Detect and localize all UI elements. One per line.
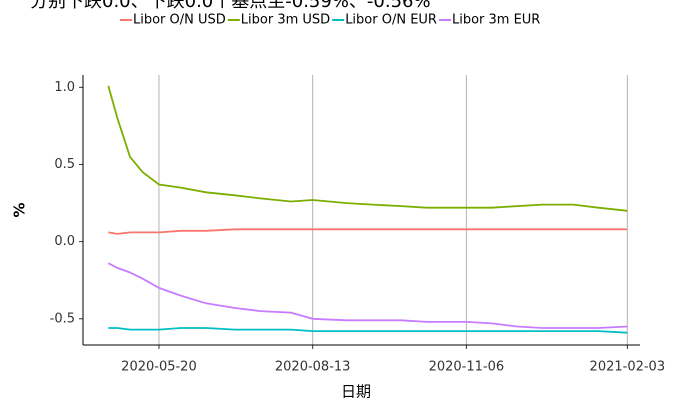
line-series: [107, 262, 628, 329]
legend-label: Libor O/N USD: [133, 13, 226, 28]
chart-title: 分别下跌0.0、下跌0.0个基点至-0.59%、-0.56%: [30, 0, 431, 12]
y-tick-label: 0.0: [54, 234, 75, 249]
line-series: [107, 85, 628, 212]
y-axis-label: %: [11, 202, 29, 217]
y-tick-label: 0.5: [54, 157, 75, 172]
y-tick-label: -0.5: [50, 311, 75, 326]
legend-label: Libor O/N EUR: [345, 13, 437, 28]
x-tick-label: 2021-02-03: [590, 360, 666, 375]
x-tick-label: 2020-08-13: [275, 360, 351, 375]
x-axis-label: 日期: [341, 383, 371, 401]
x-tick-label: 2020-11-06: [429, 360, 505, 375]
line-series: [108, 327, 628, 334]
y-tick-label: 1.0: [54, 80, 75, 95]
legend-label: Libor 3m EUR: [452, 13, 540, 28]
legend-label: Libor 3m USD: [241, 13, 330, 28]
x-tick-label: 2020-05-20: [121, 360, 197, 375]
line-series: [108, 228, 628, 235]
